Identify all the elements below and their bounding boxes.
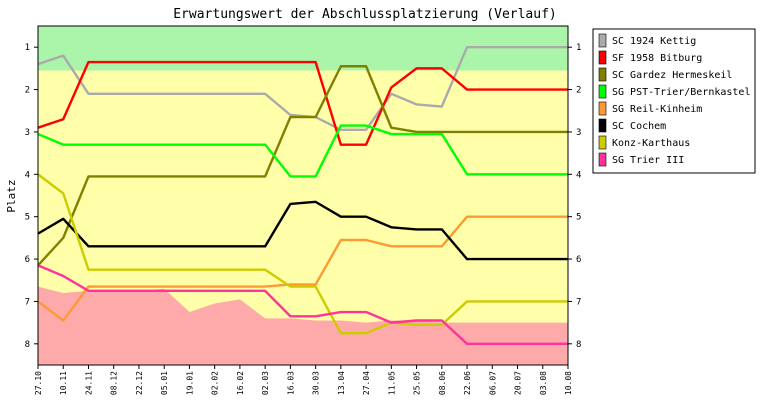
x-tick-label: 20.07 (514, 371, 523, 395)
series-line-7 (37, 173, 568, 335)
legend-swatch (598, 84, 607, 99)
y-tick-label-right: 7 (576, 297, 581, 307)
x-tick-label: 16.02 (236, 371, 245, 395)
plot-frame (37, 25, 569, 366)
legend-label: SC Cochem (612, 121, 666, 132)
zone-relegation (38, 286, 568, 365)
chart-title: Erwartungswert der Abschlussplatzierung … (173, 7, 557, 22)
legend-swatch (598, 67, 607, 82)
x-tick-label: 10.08 (564, 371, 573, 395)
y-tick-label-right: 4 (576, 170, 581, 180)
legend-swatch (598, 152, 607, 167)
x-tick-label: 08.12 (110, 371, 119, 395)
legend-box (592, 28, 756, 174)
plot-area (37, 26, 568, 365)
axes: 1 1 2 2 3 3 4 4 5 5 6 6 7 7 8 8 27.10 10.11 24.11 08.12 22.1… (25, 25, 581, 395)
x-tick-label: 06.07 (488, 371, 497, 395)
legend-label: SF 1958 Bitburg (612, 53, 702, 64)
y-tick-label-right: 6 (576, 255, 581, 265)
y-tick-label-left: 6 (25, 255, 30, 265)
y-tick-label-left: 3 (25, 128, 30, 138)
y-tick-label-left: 1 (25, 43, 30, 53)
x-tick-label: 13.04 (337, 371, 346, 395)
x-tick-label: 08.06 (438, 371, 447, 395)
x-tick-label: 02.03 (261, 371, 270, 395)
series-line-3 (37, 65, 568, 267)
legend-swatch (598, 118, 607, 133)
x-tick-label: 22.06 (463, 371, 472, 395)
y-tick-label-right: 5 (576, 213, 581, 223)
y-axis-label: Platz (5, 179, 18, 212)
y-tick-label-right: 3 (576, 128, 581, 138)
x-tick-label: 02.02 (211, 371, 220, 395)
x-tick-label: 10.11 (59, 371, 68, 395)
legend-swatch (598, 50, 607, 65)
legend-label: SG Reil-Kinheim (612, 104, 702, 115)
legend-label: Konz-Karthaus (612, 138, 690, 149)
y-tick-label-right: 1 (576, 43, 581, 53)
series-line-5 (37, 215, 568, 322)
series-line-6 (37, 200, 568, 261)
legend-swatch (598, 33, 607, 48)
legend-swatch (598, 135, 607, 150)
legend-label: SC Gardez Hermeskeil (612, 70, 732, 81)
y-tick-label-right: 2 (576, 86, 581, 96)
y-tick-label-left: 2 (25, 86, 30, 96)
x-tick-label: 25.05 (413, 371, 422, 395)
x-tick-label: 24.11 (84, 371, 93, 395)
legend-label: SC 1924 Kettig (612, 36, 696, 47)
x-tick-label: 27.04 (362, 371, 371, 395)
series-line-8 (37, 264, 568, 346)
legend-swatch (598, 101, 607, 116)
series-line-4 (37, 124, 568, 178)
y-tick-label-left: 5 (25, 213, 30, 223)
x-tick-label: 11.05 (387, 371, 396, 395)
y-tick-label-left: 8 (25, 340, 30, 350)
x-tick-label: 16.03 (286, 371, 295, 395)
x-tick-label: 03.08 (539, 371, 548, 395)
x-tick-label: 05.01 (160, 371, 169, 395)
legend-label: SG Trier III (612, 155, 684, 166)
zone-promotion (38, 26, 568, 71)
legend-label: SG PST-Trier/Bernkastel (612, 87, 750, 98)
x-tick-label: 27.10 (34, 371, 43, 395)
legend: SC 1924 Kettig SF 1958 Bitburg SC Gardez H… (592, 28, 756, 174)
series-line-2 (37, 60, 568, 146)
x-tick-label: 30.03 (312, 371, 321, 395)
y-tick-label-left: 4 (25, 170, 30, 180)
x-tick-label: 19.01 (185, 371, 194, 395)
x-tick-label: 22.12 (135, 371, 144, 395)
y-tick-label-left: 7 (25, 297, 30, 307)
y-tick-label-right: 8 (576, 340, 581, 350)
